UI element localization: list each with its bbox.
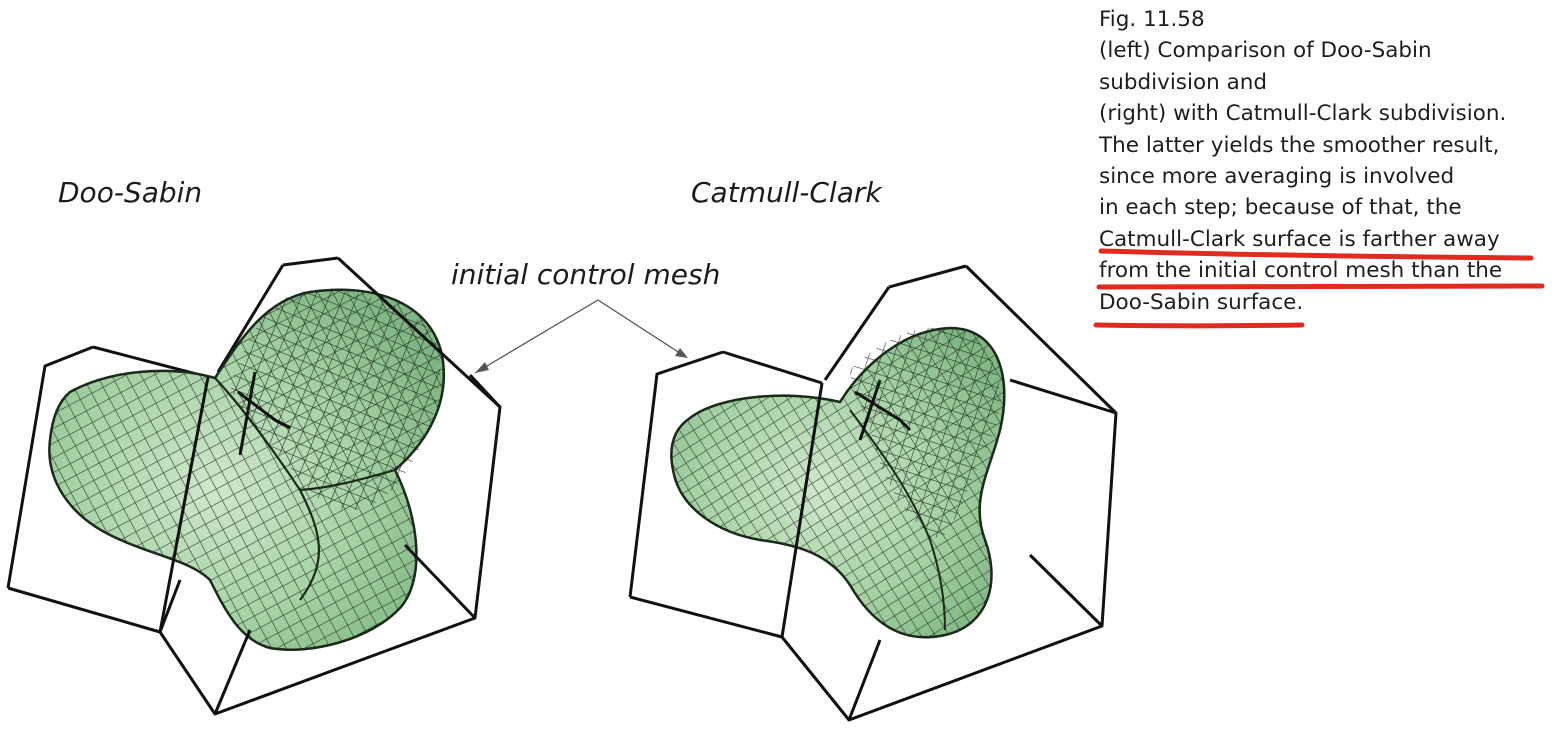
doo-sabin-control-cage-front [7, 256, 502, 716]
caption-line: (right) with Catmull-Clark subdivision. [1099, 101, 1507, 127]
catmull-clark-label: Catmull-Clark [691, 176, 882, 209]
caption-line-highlighted: Catmull-Clark surface is farther away [1099, 226, 1500, 252]
leader-arrowhead-right [675, 348, 688, 358]
caption-line-highlighted: Doo-Sabin surface. [1099, 289, 1304, 315]
catmull-clark-control-cage-front [629, 264, 1118, 722]
doo-sabin-surface [48, 288, 445, 651]
caption-line-figure-number: Fig. 11.58 [1099, 7, 1205, 32]
doo-sabin-figure [6, 256, 502, 716]
caption-line-highlighted: from the initial control mesh than the [1099, 258, 1503, 284]
doo-sabin-label: Doo-Sabin [58, 176, 203, 209]
initial-control-mesh-label: initial control mesh [451, 258, 721, 291]
catmull-clark-figure [628, 264, 1118, 722]
caption-line: since more averaging is involved [1099, 164, 1455, 190]
catmull-clark-surface [670, 326, 1006, 639]
catmull-clark-control-cage-back [628, 264, 967, 598]
caption-line: (left) Comparison of Doo-Sabin [1099, 38, 1432, 64]
leader-arrowhead-left [475, 362, 489, 373]
figure-caption: Fig. 11.58 (left) Comparison of Doo-Sabi… [1099, 4, 1559, 318]
caption-line: subdivision and [1099, 69, 1268, 95]
caption-line: The latter yields the smoother result, [1099, 132, 1500, 158]
mesh-leader-lines [474, 299, 688, 374]
caption-line: in each step; because of that, the [1099, 195, 1462, 221]
